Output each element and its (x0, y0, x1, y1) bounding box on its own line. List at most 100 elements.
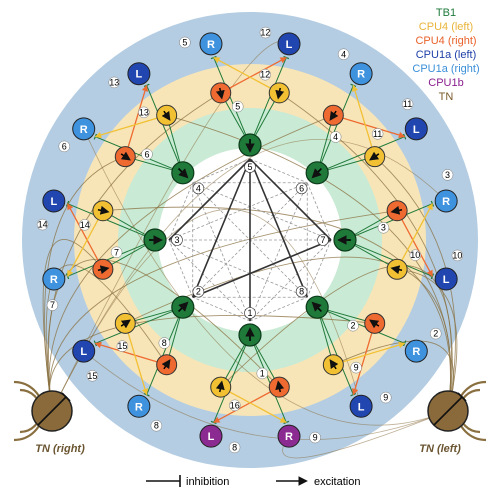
cpu1-letter: L (136, 69, 143, 81)
cpu1-index-badge (337, 48, 350, 61)
cpu1-node: R8 (127, 394, 163, 432)
tb1-inhibition-line (192, 158, 251, 184)
cpu1-node: R5 (179, 32, 223, 56)
cpu1-node: R3 (434, 169, 458, 213)
cpu4-node: 9 (322, 354, 362, 376)
cpu1-index-badge (179, 36, 191, 49)
excitation-label: excitation (314, 476, 360, 488)
cpu1-index: 9 (383, 393, 388, 403)
tn-projection (83, 128, 449, 426)
cpu1-letter: L (358, 401, 365, 413)
direction-arrow-icon (120, 151, 131, 161)
cpu1-index-badge (309, 431, 321, 444)
cpu1-index: 7 (50, 300, 55, 310)
cpu4-index-badge (329, 131, 342, 143)
tb1-to-cpu1 (344, 239, 435, 280)
cpu1-letter: R (412, 346, 420, 358)
tb1-to-cpu1 (316, 83, 357, 174)
cpu4-to-cpu1 (396, 203, 433, 270)
cpu1-letter: L (413, 124, 420, 136)
cpu4-index-badge (256, 367, 269, 380)
tb1-to-cpu1 (316, 306, 357, 397)
legend-tb1: TB1 (436, 7, 456, 19)
tb1-to-cpu1 (210, 334, 251, 425)
cpu4-index: 9 (354, 363, 359, 373)
tn-projection (282, 410, 449, 459)
cpu4-index-badge (409, 249, 422, 261)
cpu4-node: 4 (322, 104, 344, 143)
tn-projection (44, 156, 126, 412)
tb1-index: 6 (299, 183, 304, 193)
direction-arrow-icon (369, 151, 380, 161)
footer-key: inhibition excitation (146, 475, 360, 488)
direction-arrow-icon (161, 110, 171, 121)
tb1-strong-inhibition (191, 158, 251, 298)
cpu1-index-badge (46, 299, 59, 311)
cpu4-node: 11 (364, 128, 386, 168)
tb1-inhibition-line (168, 182, 194, 241)
direction-arrow-icon (311, 301, 322, 312)
tb1-index-badge (192, 285, 205, 298)
cpu1-circle (349, 394, 373, 418)
tb1-to-cpu1 (93, 306, 184, 347)
cpu1-circle (127, 394, 151, 418)
tb1-to-cpu1 (316, 306, 407, 347)
cpu4-index-badge (377, 221, 390, 234)
legend: TB1 CPU4 (left) CPU4 (right) CPU1a (left… (412, 7, 479, 103)
cpu1-index: 6 (62, 141, 67, 151)
cpu1-letter: R (207, 39, 215, 51)
cpu4-index-badge (229, 399, 241, 412)
cpu4-index-badge (138, 106, 150, 119)
tb1-inhibition-line (249, 158, 308, 184)
direction-arrow-icon (329, 359, 339, 370)
cpu1-letter: R (285, 431, 293, 443)
direction-arrow-icon (161, 359, 171, 370)
tb1-to-cpu1 (316, 133, 407, 174)
cpu1-node: L 11 (401, 98, 428, 141)
cpu1-index: 3 (445, 170, 450, 180)
cpu4-node: 6 (114, 146, 153, 168)
cpu1-index: 2 (433, 329, 438, 339)
direction-arrow-icon (97, 205, 110, 215)
tb1-node: 2 (171, 285, 205, 319)
tb1-node: 7 (317, 228, 357, 252)
tb1-index-badge (244, 307, 256, 319)
cpu4-to-cpu1 (213, 386, 280, 423)
cpu4-index-badge (116, 340, 129, 352)
cpu1-index: 8 (154, 421, 159, 431)
cpu1-index-badge (108, 76, 120, 89)
tb1-index: 5 (247, 162, 252, 172)
cpu4-node: 13 (138, 104, 178, 126)
tb1-index: 4 (196, 183, 201, 193)
cpu1-index: 5 (182, 37, 187, 47)
cpu1-index: 13 (109, 77, 119, 87)
tn-projection (47, 92, 221, 412)
cpu4-index: 14 (80, 220, 90, 230)
cpu4-index: 15 (117, 341, 127, 351)
cpu4-index-badge (78, 219, 91, 231)
tb1-index-badge (317, 234, 329, 246)
tb1-inhibition-line (306, 182, 332, 241)
cpu4-node: 12 (259, 68, 290, 104)
cpu4-index: 1 (260, 368, 265, 378)
tb1-index-badge (192, 182, 205, 195)
cpu4-index: 3 (381, 223, 386, 233)
tb1-inhibition-line (192, 296, 251, 322)
cpu4-to-cpu1 (213, 57, 280, 94)
cpu1-circle (277, 32, 301, 56)
cpu1-node: R2 (404, 327, 442, 363)
direction-arrow-icon (329, 110, 339, 121)
cpu1-node: L 13 (108, 62, 151, 89)
cpu4-index: 2 (351, 321, 356, 331)
cpu1-circle (404, 339, 428, 363)
tb1-strong-inhibition (168, 158, 251, 241)
cpu4-node: 3 (377, 200, 408, 234)
cpu1-index-badge (228, 441, 241, 454)
cpu4-to-cpu1 (94, 114, 167, 139)
legend-cpu4-left: CPU4 (left) (419, 21, 473, 33)
cpu4-index-badge (347, 319, 359, 332)
direction-arrow-icon (390, 265, 403, 275)
cpu1-circle (42, 189, 66, 213)
cpu1-circle (199, 32, 223, 56)
